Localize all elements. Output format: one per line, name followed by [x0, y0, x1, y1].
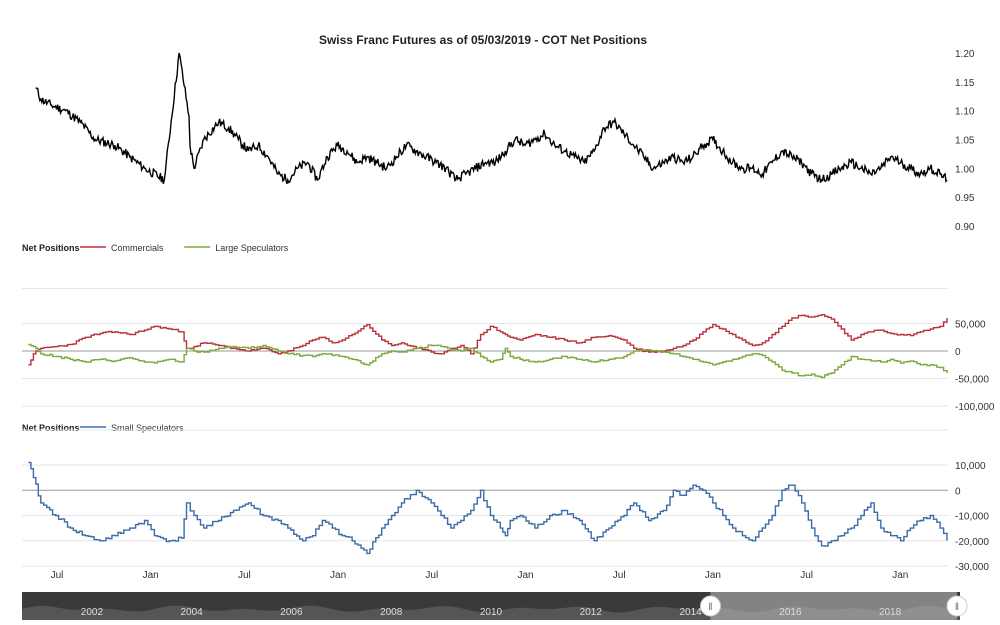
x-tick-label: Jan [517, 570, 533, 581]
x-tick-label: Jul [238, 570, 251, 581]
small-y-tick-label: 0 [955, 486, 961, 497]
navigator-left-handle[interactable] [700, 595, 721, 617]
small-y-tick-label: -20,000 [955, 537, 989, 548]
x-tick-label: Jul [800, 570, 813, 581]
small-speculators-series-line [28, 461, 948, 555]
price-y-tick-label: 0.90 [955, 222, 975, 233]
navigator-year-label: 2018 [879, 607, 902, 618]
x-tick-label: Jan [705, 570, 721, 581]
x-tick-label: Jul [613, 570, 626, 581]
small-y-tick-label: -30,000 [955, 562, 989, 573]
price-y-tick-label: 0.95 [955, 193, 975, 204]
large-y-tick-label: -50,000 [955, 375, 989, 386]
navigator-year-label: 2014 [679, 607, 702, 618]
large-speculators-legend-label[interactable]: Large Speculators [215, 243, 289, 253]
small-legend-title: Net Positions [22, 423, 80, 433]
navigator-handle-grip-icon: ‖ [708, 602, 712, 613]
price-y-tick-label: 1.20 [955, 49, 975, 60]
chart-title: Swiss Franc Futures as of 05/03/2019 - C… [319, 33, 647, 47]
navigator-year-label: 2012 [580, 607, 603, 618]
x-axis: Jul Jan Jul Jan Jul Jan Jul Jan Jul Jan [51, 570, 909, 581]
price-panel: 1.20 1.15 1.10 1.05 1.00 0.95 0.90 [35, 49, 975, 233]
commercials-legend-label[interactable]: Commercials [111, 243, 164, 253]
navigator[interactable]: 2002 2004 2006 2008 2010 2012 2014 2016 2018 ‖ ‖ [22, 592, 968, 620]
large-speculators-series-line [28, 343, 948, 379]
price-y-tick-label: 1.05 [955, 136, 975, 147]
large-y-tick-label: 50,000 [955, 320, 986, 331]
large-positions-panel: Net Positions Commercials Large Speculator… [22, 243, 995, 413]
x-tick-label: Jan [143, 570, 159, 581]
navigator-year-label: 2016 [779, 607, 802, 618]
navigator-year-label: 2002 [81, 607, 104, 618]
small-speculators-legend-label[interactable]: Small Speculators [111, 423, 184, 433]
small-y-tick-label: -10,000 [955, 512, 989, 523]
navigator-year-label: 2008 [380, 607, 403, 618]
price-y-tick-label: 1.15 [955, 78, 975, 89]
x-tick-label: Jan [330, 570, 346, 581]
price-y-tick-label: 1.00 [955, 164, 975, 175]
navigator-year-label: 2006 [280, 607, 303, 618]
navigator-handle-grip-icon: ‖ [955, 602, 959, 613]
x-tick-label: Jul [425, 570, 438, 581]
small-y-tick-label: 10,000 [955, 461, 986, 472]
navigator-year-label: 2010 [480, 607, 503, 618]
price-y-tick-label: 1.10 [955, 107, 975, 118]
x-tick-label: Jul [51, 570, 64, 581]
large-y-tick-label: 0 [955, 347, 961, 358]
navigator-right-handle[interactable] [946, 595, 968, 617]
large-legend-title: Net Positions [22, 243, 80, 253]
x-tick-label: Jan [892, 570, 908, 581]
navigator-selection[interactable] [710, 592, 958, 620]
price-series-line [35, 52, 948, 184]
small-positions-panel: Net Positions Small Speculators 10,000 0 -10… [22, 423, 989, 573]
navigator-year-label: 2004 [180, 607, 203, 618]
commercials-series-line [28, 314, 948, 366]
large-y-tick-label: -100,000 [955, 402, 995, 413]
